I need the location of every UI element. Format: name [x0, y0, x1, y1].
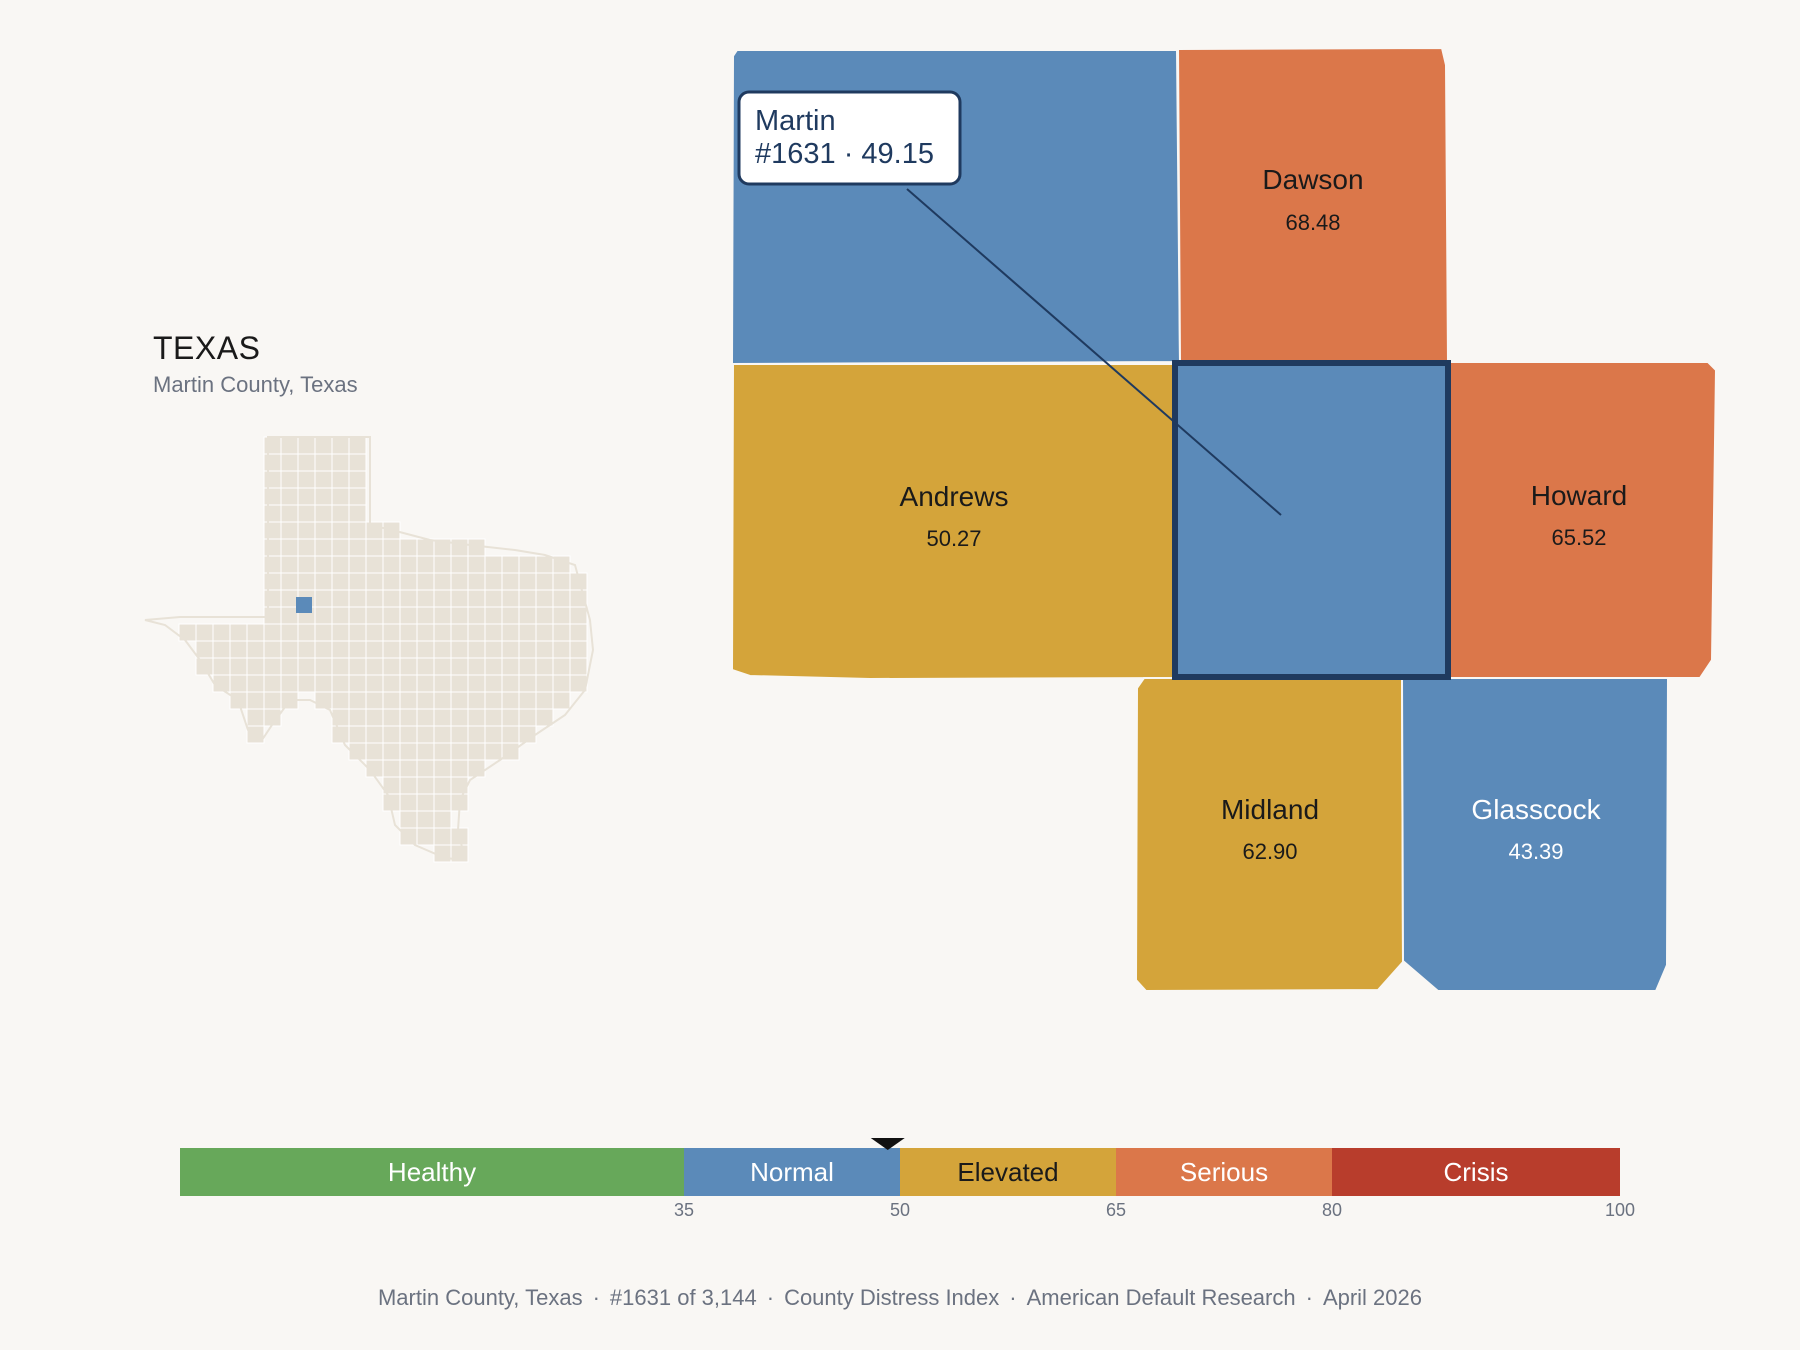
footer-index: County Distress Index: [784, 1285, 1000, 1310]
focus-county-outline: [1172, 360, 1451, 680]
label-midland: Midland 62.90: [1221, 794, 1319, 864]
footer-org: American Default Research: [1026, 1285, 1296, 1310]
label-glasscock: Glasscock 43.39: [1471, 794, 1601, 864]
county-name-andrews: Andrews: [900, 481, 1009, 512]
inset-subtitle: Martin County, Texas: [153, 372, 358, 397]
legend-label-normal: Normal: [750, 1157, 834, 1187]
legend-segment-healthy: [180, 1148, 684, 1196]
legend-segment-serious: [1116, 1148, 1332, 1196]
callout-leader-line: [906, 188, 1282, 516]
county-name-dawson: Dawson: [1262, 164, 1363, 195]
legend-tick: 35: [674, 1200, 694, 1220]
label-dawson: Dawson 68.48: [1262, 164, 1363, 235]
legend-label-serious: Serious: [1180, 1157, 1268, 1187]
label-howard: Howard 65.52: [1531, 480, 1627, 550]
footer-sep: ·: [766, 1285, 775, 1310]
texas-county-cell: [535, 708, 554, 727]
legend-segment-elevated: [900, 1148, 1116, 1196]
footer-sep: ·: [1305, 1285, 1313, 1310]
footer: Martin County, Texas · #1631 of 3,144 · Coun…: [0, 1285, 1800, 1311]
legend-tick: 65: [1106, 1200, 1126, 1220]
legend-tick: 50: [890, 1200, 910, 1220]
footer-sep: ·: [592, 1285, 600, 1310]
legend-tick: 80: [1322, 1200, 1342, 1220]
county-name-midland: Midland: [1221, 794, 1319, 825]
legend-label-elevated: Elevated: [957, 1157, 1058, 1187]
legend-label-crisis: Crisis: [1444, 1157, 1509, 1187]
texas-county-cell: [552, 691, 571, 710]
legend-tick: 100: [1605, 1200, 1635, 1220]
callout-name: Martin: [755, 105, 836, 137]
county-score-glasscock: 43.39: [1508, 839, 1563, 864]
score-marker: [870, 1138, 905, 1150]
county-name-glasscock: Glasscock: [1471, 794, 1601, 825]
callout-rank-score: #1631 · 49.15: [755, 138, 934, 170]
footer-date: April 2026: [1322, 1285, 1423, 1310]
legend-segment-normal: [684, 1148, 900, 1196]
legend-label-healthy: Healthy: [388, 1157, 476, 1187]
inset-title: TEXAS: [153, 330, 261, 366]
county-score-howard: 65.52: [1551, 525, 1606, 550]
county-shape-glasscock[interactable]: [1400, 677, 1670, 992]
martin-inset-marker: [296, 597, 312, 613]
county-shape-dawson[interactable]: [1176, 46, 1450, 363]
county-score-midland: 62.90: [1242, 839, 1297, 864]
footer-sep: ·: [1009, 1285, 1017, 1310]
county-score-dawson: 68.48: [1285, 210, 1340, 235]
footer-county: Martin County, Texas: [377, 1285, 583, 1310]
label-andrews: Andrews 50.27: [900, 481, 1009, 551]
county-score-andrews: 50.27: [926, 526, 981, 551]
callout-box: [737, 90, 962, 186]
legend-segment-crisis: [1332, 1148, 1620, 1196]
footer-rank: #1631 of 3,144: [609, 1285, 757, 1310]
texas-outline: [144, 436, 595, 862]
county-name-howard: Howard: [1531, 480, 1627, 511]
focus-callout[interactable]: Martin #1631 · 49.15: [737, 90, 962, 186]
